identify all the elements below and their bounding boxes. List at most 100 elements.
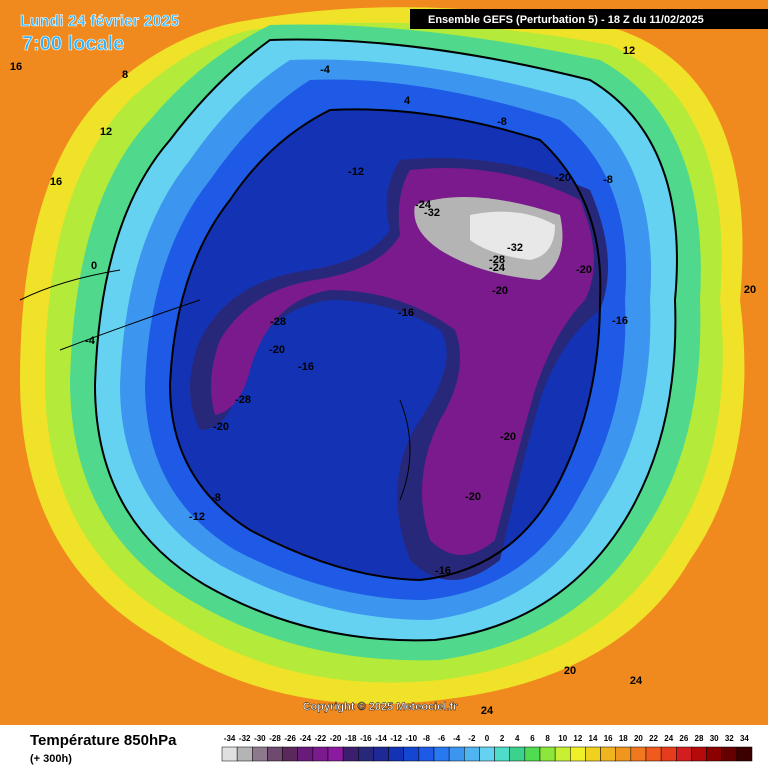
legend-label: -30: [254, 734, 266, 743]
contour-label: -16: [398, 307, 414, 319]
legend-label: -26: [284, 734, 296, 743]
date: Lundi 24 février 2025: [20, 13, 179, 30]
legend-swatch: [464, 746, 480, 762]
contour-label: 8: [122, 69, 128, 81]
contour-label: -20: [492, 285, 508, 297]
contour-label: 24: [630, 675, 643, 687]
legend-label: -2: [468, 734, 476, 743]
legend-label: -12: [390, 734, 402, 743]
legend-swatch: [433, 746, 450, 762]
legend-label: -22: [315, 734, 327, 743]
legend-swatch: [252, 746, 268, 762]
legend-swatch: [479, 746, 495, 762]
legend-label: 2: [500, 734, 505, 743]
legend-swatch: [615, 746, 632, 762]
legend-label: 14: [589, 734, 598, 743]
legend-swatch: [645, 746, 662, 762]
legend-swatch: [706, 746, 722, 762]
legend: -34 -32 -30 -28 -26 -24 -22 -20 -18 -16 -14 -12 -10-…: [221, 734, 753, 762]
contour-label: -20: [465, 491, 481, 503]
model-info: Ensemble GEFS (Perturbation 5) - 18 Z du…: [428, 14, 704, 26]
legend-swatch: [373, 746, 389, 762]
contour-label: -20: [576, 264, 592, 276]
contour-label: 24: [481, 705, 494, 717]
legend-label: -28: [269, 734, 281, 743]
legend-swatch: [342, 746, 359, 762]
legend-swatch: [524, 746, 541, 762]
legend-label: 32: [725, 734, 734, 743]
legend-label: 12: [573, 734, 582, 743]
contour-label: -20: [500, 431, 516, 443]
legend-label: -34: [224, 734, 236, 743]
contour-label: 16: [10, 61, 22, 73]
legend-swatch: [297, 746, 314, 762]
legend-swatch: [327, 746, 344, 762]
copyright: Copyright © 2025 Meteociel.fr: [303, 701, 459, 713]
legend-label: 28: [695, 734, 704, 743]
legend-swatch: [494, 746, 510, 762]
contour-label: -16: [298, 361, 314, 373]
time: 7:00 locale: [22, 33, 124, 55]
legend-label: 26: [679, 734, 688, 743]
legend-label: -32: [239, 734, 251, 743]
legend-swatch: [448, 746, 465, 762]
legend-swatch: [267, 746, 283, 762]
contour-label: -16: [612, 315, 628, 327]
map: -32-24-32-28-24-20-20-20-16-28-20-16-28-…: [0, 0, 768, 725]
legend-label: -20: [330, 734, 342, 743]
legend-label: 34: [740, 734, 749, 743]
contour-label: -24: [489, 262, 506, 274]
legend-swatch: [236, 746, 253, 762]
legend-label: 24: [664, 734, 673, 743]
legend-label: 30: [710, 734, 719, 743]
legend-subtitle: (+ 300h): [30, 753, 72, 765]
legend-swatch: [418, 746, 435, 762]
legend-swatch: [388, 746, 404, 762]
contour-label: -32: [507, 242, 523, 254]
legend-swatch: [282, 746, 298, 762]
legend-label: 16: [604, 734, 613, 743]
contour-label: 12: [623, 45, 635, 57]
contour-label: -20: [269, 344, 285, 356]
contour-label: -20: [555, 172, 571, 184]
contour-label: -32: [424, 207, 440, 219]
legend-swatch: [736, 746, 753, 762]
contour-label: 12: [100, 126, 112, 138]
contour-label: -16: [435, 565, 451, 577]
contour-label: -4: [85, 335, 96, 347]
legend-swatch: [630, 746, 647, 762]
contour-label: -20: [213, 421, 229, 433]
contour-label: -8: [497, 116, 507, 128]
contour-label: 0: [91, 260, 97, 272]
legend-swatch: [660, 746, 677, 762]
legend-swatch: [554, 746, 571, 762]
legend-label: 20: [634, 734, 643, 743]
legend-label: 6: [530, 734, 535, 743]
legend-swatch: [570, 746, 586, 762]
legend-swatch: [600, 746, 616, 762]
contour-label: -8: [603, 174, 613, 186]
legend-swatch: [585, 746, 601, 762]
legend-label: 10: [558, 734, 567, 743]
legend-swatch: [691, 746, 707, 762]
legend-label: 0: [485, 734, 490, 743]
legend-label: -24: [300, 734, 312, 743]
contour-label: 20: [564, 665, 576, 677]
legend-swatch: [358, 746, 374, 762]
legend-label: -10: [406, 734, 418, 743]
contour-label: -28: [235, 394, 251, 406]
legend-swatch: [509, 746, 526, 762]
legend-label: -14: [375, 734, 387, 743]
legend-swatch: [403, 746, 420, 762]
contour-labels: -32-24-32-28-24-20-20-20-16-28-20-16-28-…: [10, 45, 756, 717]
legend-label: 18: [619, 734, 628, 743]
contour-label: 16: [50, 176, 62, 188]
legend-label: 22: [649, 734, 658, 743]
legend-label: -16: [360, 734, 372, 743]
legend-swatch: [539, 746, 556, 762]
contour-label: -28: [270, 316, 286, 328]
legend-label: -8: [423, 734, 431, 743]
legend-label: 4: [515, 734, 520, 743]
legend-title: Température 850hPa: [30, 732, 177, 749]
